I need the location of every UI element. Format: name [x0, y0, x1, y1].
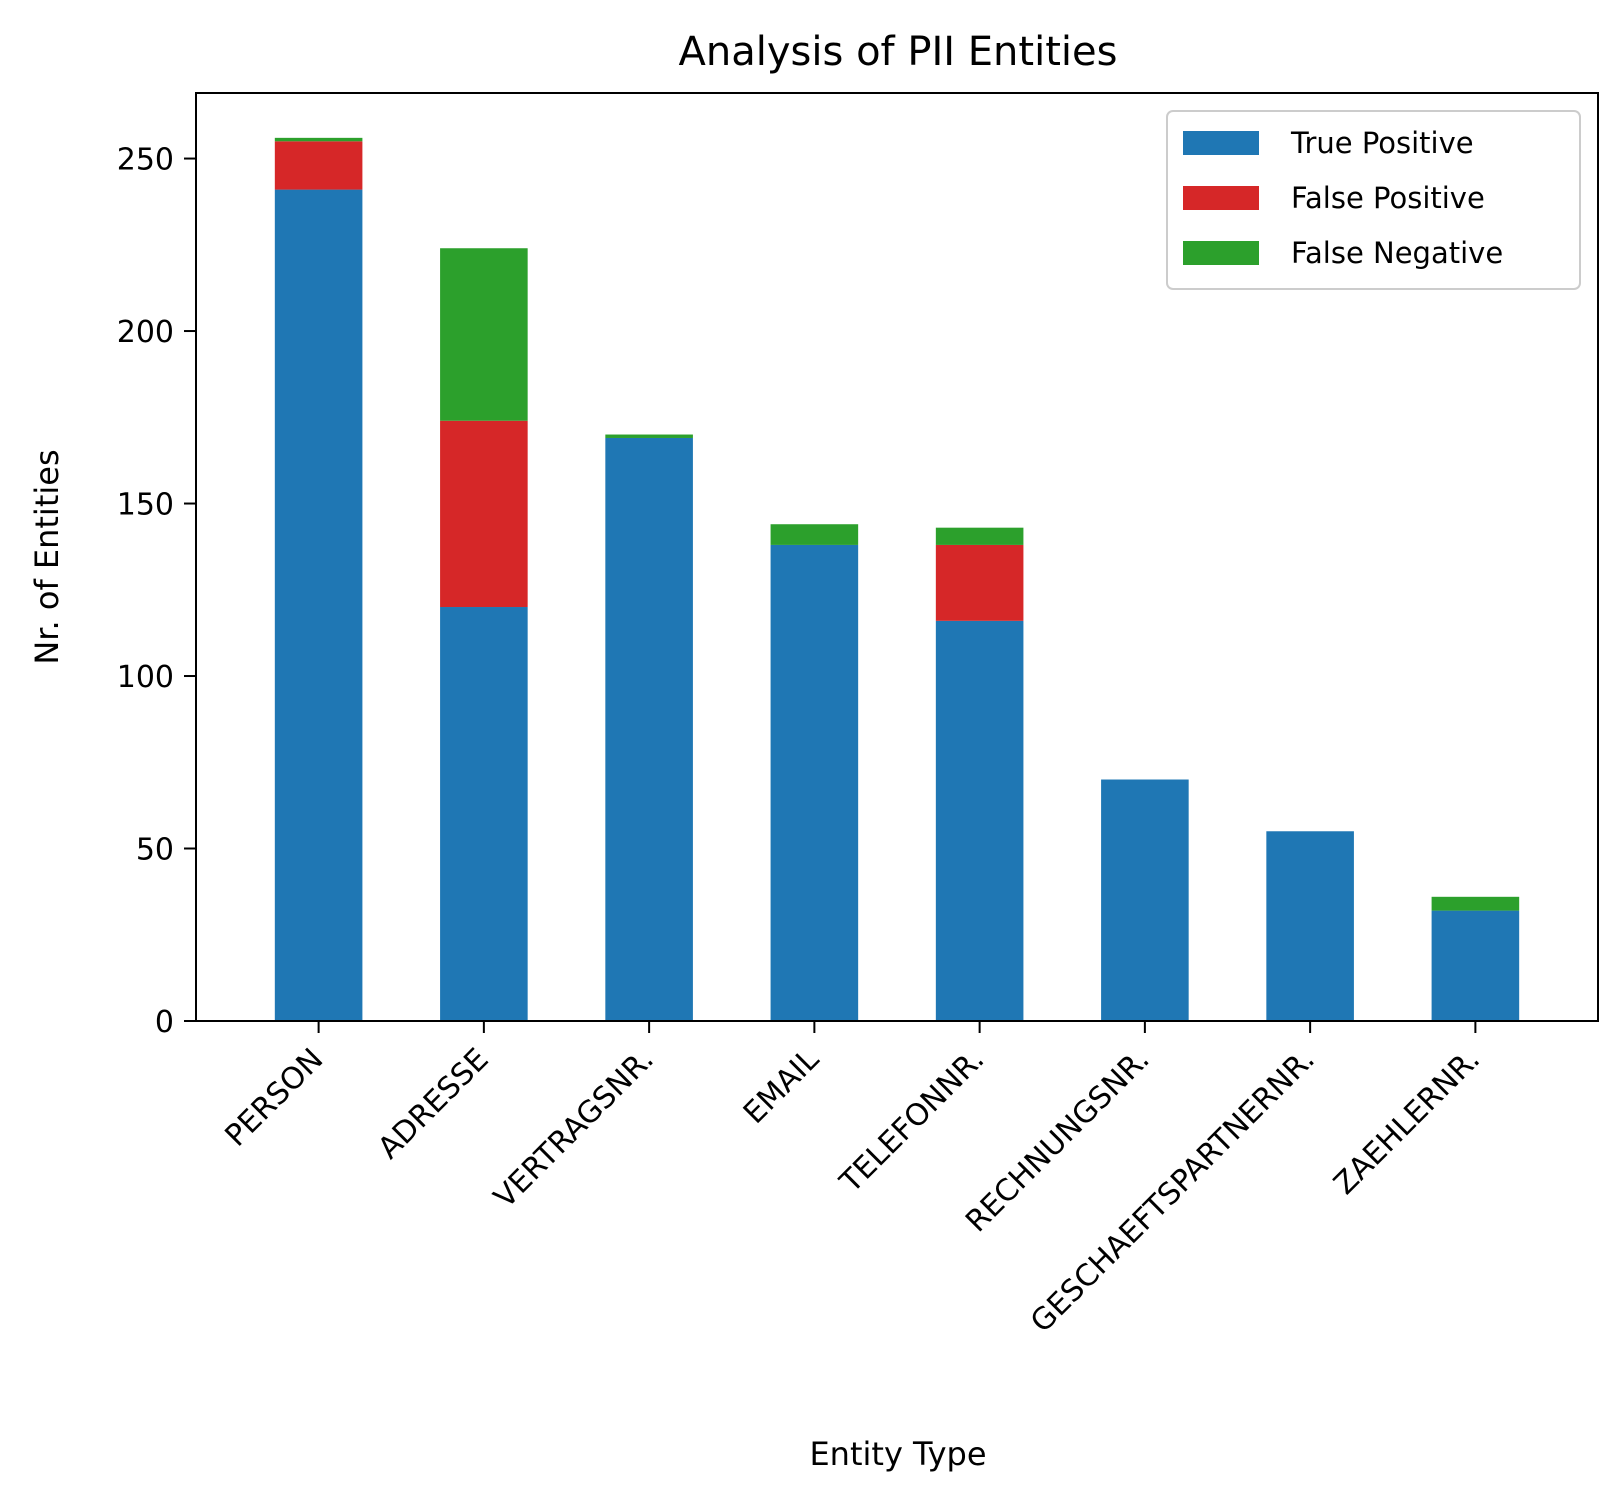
- legend-label-true-positive: True Positive: [1290, 126, 1474, 160]
- y-tick-label: 100: [117, 660, 174, 695]
- x-tick-label: VERTRAGSNR.: [487, 1042, 660, 1215]
- legend: True Positive False Positive False Negativ…: [1166, 110, 1581, 290]
- x-tick-label: EMAIL: [737, 1042, 826, 1131]
- bars-group: [274, 137, 1520, 1022]
- bar-telefonnr-false-positive: [935, 544, 1024, 621]
- bar-person-false-positive: [274, 141, 363, 190]
- plot-frame: [195, 92, 1599, 1022]
- y-tick-label: 250: [117, 143, 174, 178]
- x-tick-label: TELEFONNR.: [833, 1042, 991, 1200]
- y-tick-label: 50: [136, 833, 174, 868]
- y-tick-label: 150: [117, 488, 174, 523]
- y-tick-label: 200: [117, 315, 174, 350]
- x-tick-label: ZAEHLERNR.: [1327, 1042, 1487, 1202]
- bar-telefonnr-false-negative: [935, 527, 1024, 545]
- bar-vertragsnr-true-positive: [605, 437, 693, 1022]
- legend-frame: [1166, 110, 1581, 290]
- bar-email-true-positive: [770, 544, 859, 1021]
- legend-swatch-false-positive: [1183, 186, 1259, 210]
- y-axis-label: Nr. of Entities: [28, 449, 66, 664]
- bar-rechnungsnr-true-positive: [1101, 779, 1189, 1021]
- chart-title: Analysis of PII Entities: [679, 29, 1118, 75]
- legend-swatch-true-positive: [1183, 131, 1259, 155]
- bar-geschaeftspartnernr-true-positive: [1266, 831, 1354, 1021]
- x-tick-label: GESCHAEFTSPARTNERNR.: [1024, 1042, 1322, 1340]
- bar-email-false-negative: [770, 524, 859, 545]
- bar-zaehlernr-true-positive: [1431, 910, 1520, 1021]
- legend-label-false-positive: False Positive: [1291, 181, 1485, 215]
- x-tick-label: ADRESSE: [371, 1042, 495, 1166]
- bar-telefonnr-true-positive: [935, 620, 1024, 1021]
- y-tick-label: 0: [155, 1005, 174, 1040]
- y-axis: 0 50 100 150 200 250: [117, 143, 196, 1040]
- x-tick-label: PERSON: [219, 1042, 331, 1154]
- bar-vertragsnr-false-negative: [605, 434, 693, 438]
- bar-person-false-negative: [274, 137, 363, 142]
- x-axis-label: Entity Type: [809, 1435, 986, 1473]
- legend-swatch-false-negative: [1183, 241, 1259, 265]
- bar-adresse-false-positive: [440, 420, 528, 608]
- bar-zaehlernr-false-negative: [1431, 896, 1520, 911]
- bar-adresse-false-negative: [440, 248, 528, 421]
- bar-person-true-positive: [274, 189, 363, 1022]
- legend-label-false-negative: False Negative: [1291, 236, 1503, 270]
- bar-adresse-true-positive: [440, 607, 528, 1021]
- x-tick-label: RECHNUNGSNR.: [959, 1042, 1156, 1239]
